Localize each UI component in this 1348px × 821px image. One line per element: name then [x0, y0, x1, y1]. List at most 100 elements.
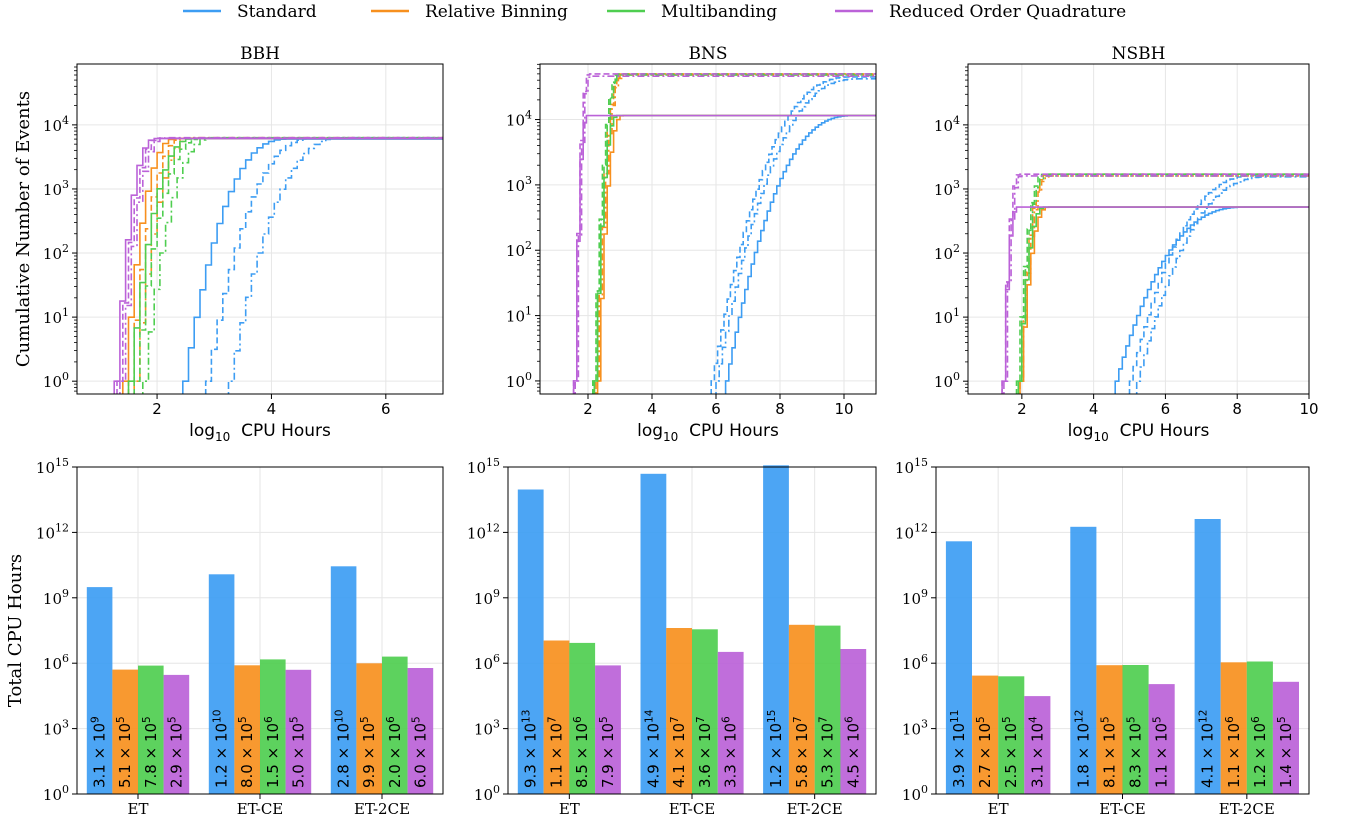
x-tick-label: 2	[583, 400, 593, 418]
y-tick-label: 103	[902, 718, 928, 739]
y-tick-label: 103	[43, 178, 69, 199]
curve-reduced-order-quadrature-dashdot	[119, 136, 443, 394]
y-tick-label: 104	[934, 114, 960, 135]
y-tick-label: 1015	[467, 456, 500, 477]
bar-standard-et-2ce	[1194, 519, 1221, 794]
bar-label: 9.9 × 105	[359, 716, 378, 788]
curve-relative-binning-solid	[596, 114, 876, 394]
category-label: ET-2CE	[787, 800, 843, 818]
curve-multibanding-dashdot	[593, 74, 876, 394]
bar-label: 3.9 × 1011	[949, 710, 968, 788]
y-tick-label: 102	[43, 242, 69, 263]
legend: Standard Relative Binning Multibanding Redu…	[183, 2, 1126, 22]
y-tick-label: 104	[43, 114, 69, 135]
bar-relative-binning-et	[112, 669, 138, 794]
legend-label-multibanding: Multibanding	[661, 2, 777, 22]
bar-label: 3.3 × 106	[721, 716, 740, 788]
y-tick-label: 1015	[895, 456, 928, 477]
axes-frame	[967, 63, 1310, 395]
bar-multibanding-et-2ce	[1246, 661, 1273, 794]
bar-label: 8.5 × 106	[572, 716, 591, 788]
curve-standard-dashdot	[715, 78, 876, 394]
x-tick-label: 6	[381, 400, 391, 418]
curve-multibanding-solid	[593, 114, 876, 394]
bar-label: 5.0 × 105	[288, 716, 307, 788]
curve-relative-binning-dashdot	[595, 74, 876, 394]
bar-standard-et-2ce	[763, 465, 789, 794]
bar-reduced-order-quadrature-et	[595, 665, 621, 794]
panel-bns: 2 4 6 8 10 100 101 102 103 104 BNS log10 CPU Hours	[506, 44, 877, 444]
curve-reduced-order-quadrature-dashed	[572, 73, 876, 394]
y-tick-label: 101	[934, 306, 960, 327]
bar-panel-2: 9.3 × 1013 4.9 × 1014 1.2 × 1015 1.1 × 107 4…	[467, 456, 877, 818]
bar-label: 1.2 × 1010	[212, 710, 231, 788]
curves	[113, 136, 443, 394]
bar-label: 8.1 × 105	[1099, 716, 1118, 788]
bar-label: 1.1 × 107	[547, 716, 566, 788]
category-label: ET-CE	[1099, 800, 1146, 818]
y-tick-label: 103	[43, 718, 69, 739]
y-tick-label: 103	[934, 178, 960, 199]
curve-reduced-order-quadrature-dashdot	[574, 75, 876, 394]
y-tick-label: 104	[506, 109, 532, 130]
y-tick-label: 102	[506, 239, 532, 260]
category-label: ET	[559, 800, 580, 818]
bar-standard-et-ce	[208, 574, 235, 794]
panel-bbh: 2 4 6 100 101 102 103 104 BBH log10 CPU Hours Cumu…	[13, 44, 444, 444]
y-tick-label: 100	[43, 370, 69, 391]
bar-label: 5.8 × 107	[792, 716, 811, 788]
bar-standard-et-2ce	[330, 566, 357, 794]
curve-standard-dashdot	[227, 136, 443, 394]
x-tick-label: 2	[1017, 400, 1027, 418]
bar-label: 8.0 × 105	[237, 716, 256, 788]
bar-standard-et-ce	[1070, 526, 1097, 794]
legend-label-standard: Standard	[237, 2, 317, 22]
x-tick-label: 4	[1089, 400, 1099, 418]
bar-reduced-order-quadrature-et-2ce	[407, 668, 434, 794]
bar-label: 7.9 × 105	[598, 716, 617, 788]
curve-standard-solid	[724, 114, 876, 394]
curve-standard-solid	[182, 138, 443, 394]
bar-label: 2.5 × 105	[1001, 716, 1020, 788]
bar-label: 3.1 × 109	[90, 716, 109, 788]
curve-relative-binning-dashed	[593, 73, 876, 394]
bar-multibanding-et	[998, 676, 1025, 794]
bar-multibanding-et-2ce	[814, 625, 841, 794]
y-tick-label: 100	[934, 370, 960, 391]
curve-reduced-order-quadrature-dashdot	[1003, 175, 1309, 394]
bar-standard-et-ce	[640, 473, 667, 794]
x-tick-label: 8	[1232, 400, 1242, 418]
legend-entry-multibanding: Multibanding	[607, 2, 777, 22]
bar-standard-et	[945, 541, 972, 794]
bar-label: 2.9 × 105	[166, 716, 185, 788]
category-label: ET-2CE	[354, 800, 410, 818]
bar-standard-et	[517, 489, 544, 794]
bar-relative-binning-et-2ce	[788, 624, 815, 794]
panel-title: BBH	[240, 44, 280, 64]
bar-multibanding-et-ce	[260, 659, 286, 794]
bar-reduced-order-quadrature-et-ce	[1148, 684, 1175, 794]
bar-standard-et	[86, 587, 113, 794]
bar-multibanding-et	[138, 665, 164, 794]
bar-multibanding-et-2ce	[382, 656, 408, 794]
curve-relative-binning-dashdot	[1019, 175, 1309, 394]
x-tick-label: 10	[834, 400, 853, 418]
category-label: ET-CE	[237, 800, 284, 818]
bar-label: 8.3 × 105	[1126, 716, 1145, 788]
bar-label: 1.2 × 106	[1250, 716, 1269, 788]
x-tick-label: 6	[1161, 400, 1171, 418]
bar-label: 4.9 × 1014	[643, 709, 662, 788]
bar-label: 3.1 × 104	[1027, 716, 1046, 788]
bar-label: 1.2 × 1015	[766, 710, 785, 788]
panel-title: BNS	[688, 44, 727, 64]
legend-label-reduced-order-quadrature: Reduced Order Quadrature	[889, 2, 1126, 22]
y-tick-label: 109	[474, 587, 500, 608]
y-tick-label: 100	[43, 783, 69, 804]
bar-label: 3.6 × 107	[695, 716, 714, 788]
bar-relative-binning-et-ce	[666, 628, 692, 794]
y-axis-label: Cumulative Number of Events	[13, 91, 34, 367]
x-axis-label: log10 CPU Hours	[189, 421, 331, 444]
axes-frame	[76, 63, 444, 395]
curve-reduced-order-quadrature-solid	[572, 114, 876, 394]
